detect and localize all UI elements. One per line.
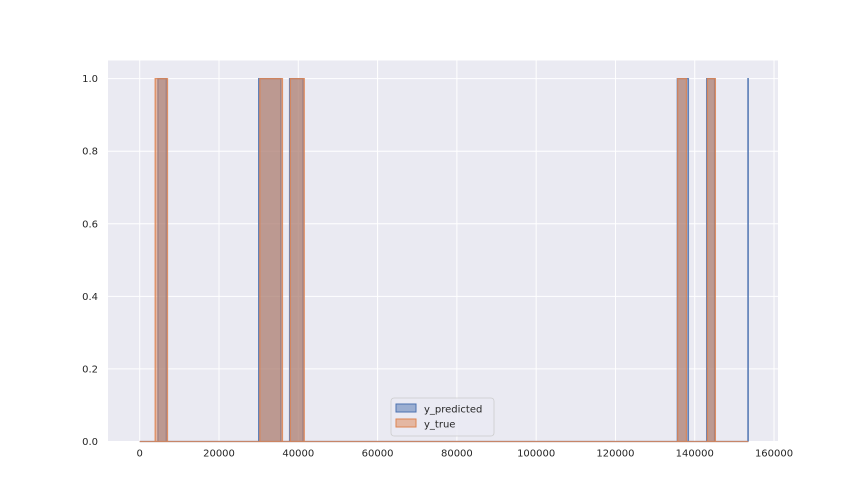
x-tick-label: 140000 (676, 449, 714, 460)
y-tick-label: 0.4 (82, 292, 98, 303)
y-tick-label: 1.0 (82, 74, 98, 85)
legend-box (390, 397, 495, 437)
x-tick-label: 100000 (517, 449, 555, 460)
legend-label-y-predicted: y_predicted (424, 405, 482, 416)
legend-label-y-true: y_true (424, 420, 455, 431)
step-outline-y-true (289, 77, 305, 442)
plot-background (108, 60, 778, 442)
y-tick-label: 0.0 (82, 437, 98, 448)
step-outline-y-true (154, 77, 169, 442)
step-outline-y-true (259, 77, 284, 442)
y-axis-ticks: 0.0 0.2 0.4 0.6 0.8 1.0 (82, 74, 98, 448)
x-tick-label: 60000 (362, 449, 394, 460)
step-outline-y-true (677, 77, 688, 442)
step-region-y-true (677, 78, 687, 442)
x-axis-ticks: 0 20000 40000 60000 80000 100000 120000 140000 1… (137, 449, 794, 460)
legend-swatch-y-true (395, 418, 417, 428)
step-region-y-true (290, 78, 305, 442)
y-tick-label: 0.6 (82, 219, 98, 230)
legend: y_predicted y_true (390, 397, 495, 437)
step-region-y-true (155, 78, 168, 442)
step-region-y-true (259, 78, 283, 442)
x-tick-label: 0 (137, 449, 143, 460)
x-tick-label: 40000 (282, 449, 314, 460)
series-y-true (139, 77, 749, 443)
y-tick-label: 0.2 (82, 364, 98, 375)
step-region-y-true (707, 78, 716, 442)
x-tick-label: 120000 (596, 449, 634, 460)
x-tick-label: 80000 (441, 449, 473, 460)
legend-swatch-y-predicted (395, 403, 417, 413)
step-outline-y-true (706, 77, 717, 442)
y-tick-label: 0.8 (82, 147, 98, 158)
series-layer (139, 77, 749, 443)
x-tick-label: 160000 (755, 449, 793, 460)
x-tick-label: 20000 (203, 449, 235, 460)
